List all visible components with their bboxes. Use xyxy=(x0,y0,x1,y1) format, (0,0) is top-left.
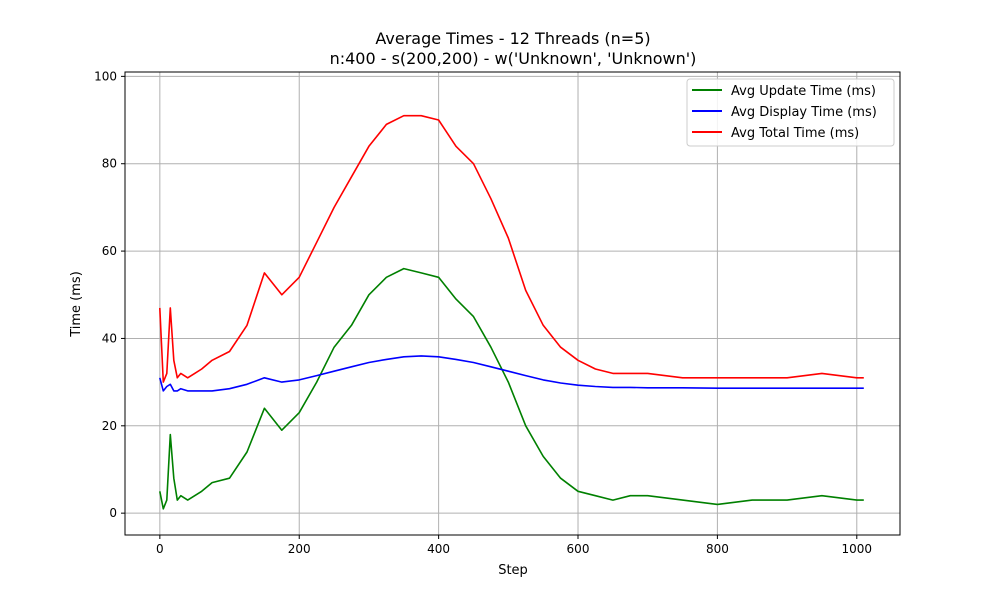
legend-box xyxy=(686,78,895,147)
legend-label: Avg Display Time (ms) xyxy=(731,105,877,120)
x-axis-label: Step xyxy=(498,563,528,578)
y-tick-label: 0 xyxy=(109,506,117,520)
legend: Avg Update Time (ms) Avg Display Time (ms… xyxy=(686,78,895,147)
series-line-0 xyxy=(159,267,864,510)
y-tick-label: 20 xyxy=(102,419,117,433)
legend-label: Avg Update Time (ms) xyxy=(731,84,876,99)
x-tick-label: 600 xyxy=(567,542,590,556)
chart-subtitle: n:400 - s(200,200) - w('Unknown', 'Unkno… xyxy=(330,49,697,68)
plot-frame xyxy=(124,71,901,536)
x-tick-label: 200 xyxy=(288,542,311,556)
x-tick-label: 1000 xyxy=(842,542,873,556)
y-tick-label: 100 xyxy=(94,69,117,83)
series-lines xyxy=(159,114,864,510)
chart-title: Average Times - 12 Threads (n=5) xyxy=(375,29,650,48)
series-line-2 xyxy=(159,114,864,383)
x-tick-label: 800 xyxy=(706,542,729,556)
x-tick-label: 0 xyxy=(156,542,164,556)
x-tick-label: 400 xyxy=(427,542,450,556)
y-tick-label: 80 xyxy=(102,157,117,171)
y-tick-label: 40 xyxy=(102,331,117,345)
legend-items: Avg Update Time (ms) Avg Display Time (ms… xyxy=(692,84,877,141)
series-line-1 xyxy=(159,355,864,392)
axis-ticks: 0 200 400 600 800 1000 0 20 40 60 80 100 xyxy=(94,69,872,556)
y-axis-label: Time (ms) xyxy=(69,271,84,338)
y-tick-label: 60 xyxy=(102,244,117,258)
legend-label: Avg Total Time (ms) xyxy=(731,126,859,141)
